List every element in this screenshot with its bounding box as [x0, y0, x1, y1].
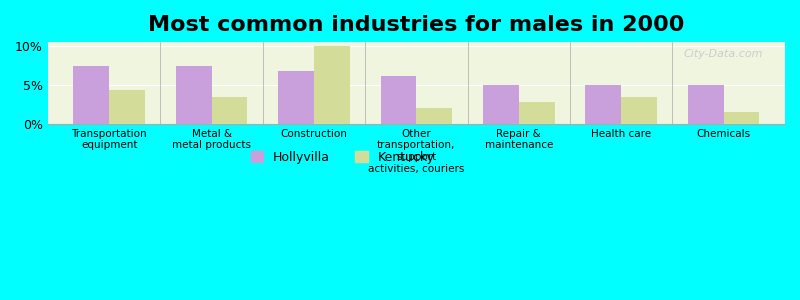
Bar: [518, 102, 554, 124]
Bar: [211, 97, 247, 124]
Bar: [109, 90, 145, 124]
Bar: [723, 112, 759, 124]
Bar: [176, 65, 211, 124]
Bar: [586, 85, 621, 124]
Legend: Hollyvilla, Kentucky: Hollyvilla, Kentucky: [246, 146, 440, 169]
Bar: [621, 97, 657, 124]
Title: Most common industries for males in 2000: Most common industries for males in 2000: [148, 15, 685, 35]
Bar: [278, 71, 314, 124]
Bar: [688, 85, 723, 124]
Bar: [74, 65, 109, 124]
Bar: [381, 76, 416, 124]
Bar: [416, 108, 452, 124]
Bar: [314, 46, 350, 124]
Text: City-Data.com: City-Data.com: [683, 49, 763, 59]
Bar: [483, 85, 518, 124]
